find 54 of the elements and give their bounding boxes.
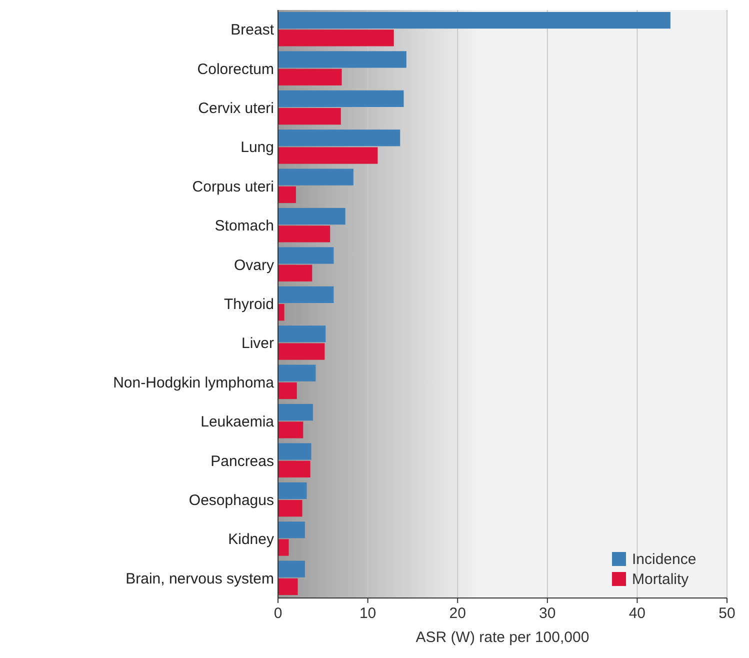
bar — [278, 539, 289, 556]
bar — [278, 404, 314, 421]
x-tick-label: 20 — [449, 605, 466, 622]
bar — [278, 343, 325, 360]
x-tick-label: 10 — [359, 605, 376, 622]
bar — [278, 108, 341, 125]
bar — [278, 482, 307, 499]
bar — [278, 500, 302, 517]
x-axis-title: ASR (W) rate per 100,000 — [416, 629, 590, 646]
bar — [278, 247, 334, 264]
x-tick-label: 40 — [628, 605, 646, 622]
y-tick-label: Pancreas — [210, 452, 274, 470]
x-tick-label: 30 — [539, 605, 556, 622]
y-tick-label: Stomach — [214, 218, 274, 235]
legend-label: Incidence — [632, 551, 696, 568]
y-tick-label: Kidney — [228, 531, 274, 548]
bar — [278, 51, 406, 68]
y-tick-label: Cervix uteri — [198, 100, 274, 117]
y-tick-label: Corpus uteri — [192, 178, 274, 196]
bar — [278, 208, 346, 225]
y-tick-label: Colorectum — [197, 60, 274, 78]
y-tick-label: Leukaemia — [200, 414, 275, 431]
legend-label: Mortality — [632, 571, 690, 588]
bar — [278, 304, 284, 321]
bar — [278, 130, 400, 146]
y-tick-label: Non-Hodgkin lymphoma — [113, 374, 275, 392]
y-tick-label: Ovary — [234, 256, 274, 274]
bar — [278, 382, 297, 400]
y-tick-label: Brain, nervous system — [126, 570, 274, 588]
bar — [278, 578, 298, 596]
bar — [278, 30, 394, 46]
bar — [278, 168, 354, 186]
y-tick-label: Liver — [241, 335, 274, 352]
bar — [278, 147, 378, 164]
bar — [278, 326, 326, 342]
bar — [278, 68, 342, 86]
bar — [278, 264, 312, 282]
bar — [278, 186, 296, 204]
bar — [278, 12, 670, 29]
bar — [278, 422, 304, 438]
bar — [278, 460, 310, 478]
y-tick-label: Lung — [240, 139, 274, 156]
bar — [278, 226, 330, 242]
bar — [278, 443, 312, 460]
y-tick-label: Thyroid — [224, 296, 274, 313]
bar — [278, 90, 404, 107]
bar — [278, 364, 316, 382]
x-tick-label: 0 — [274, 605, 282, 622]
bar — [278, 286, 334, 303]
y-tick-label: Oesophagus — [188, 492, 274, 509]
bar — [278, 522, 305, 538]
bar — [278, 560, 305, 578]
y-tick-label: Breast — [230, 22, 275, 39]
x-tick-label: 50 — [718, 605, 736, 622]
